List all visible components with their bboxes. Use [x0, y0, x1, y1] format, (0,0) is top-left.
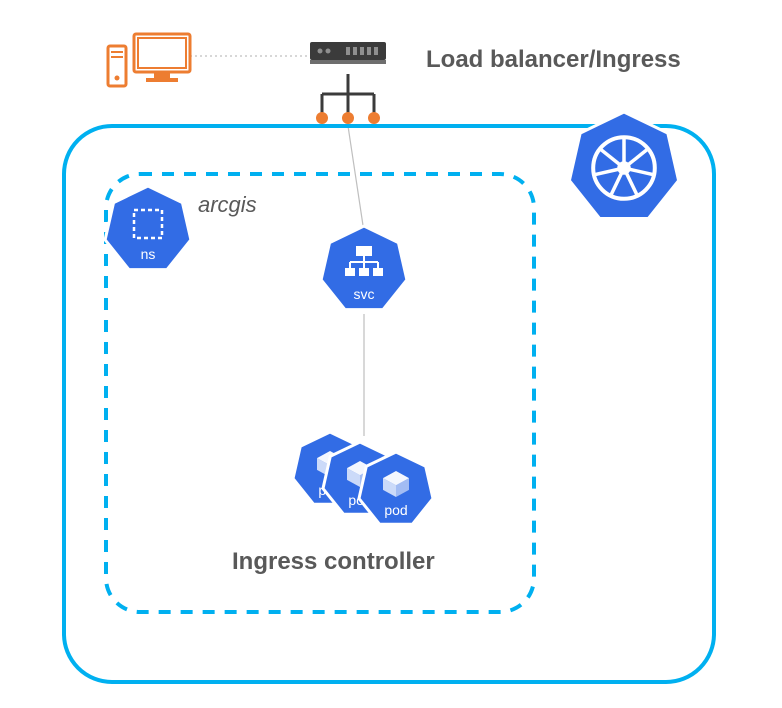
load-balancer-label: Load balancer/Ingress — [426, 46, 681, 74]
ns-hept-label: ns — [141, 246, 156, 262]
ns-hept: ns — [105, 186, 191, 270]
svc-hept: svc — [321, 226, 407, 310]
ingress-controller-label: Ingress controller — [232, 548, 435, 576]
load-balancer-icon — [310, 42, 386, 64]
svc-hept-label: svc — [354, 286, 375, 302]
diagram-canvas: nssvcpodpodpod — [0, 0, 782, 708]
client-computer-icon — [108, 34, 190, 86]
pod-c-label: pod — [384, 502, 407, 518]
pod-c: pod — [359, 452, 433, 524]
edge — [348, 126, 364, 232]
load-balancer-tree-icon — [316, 74, 380, 124]
namespace-name-label: arcgis — [198, 192, 257, 218]
